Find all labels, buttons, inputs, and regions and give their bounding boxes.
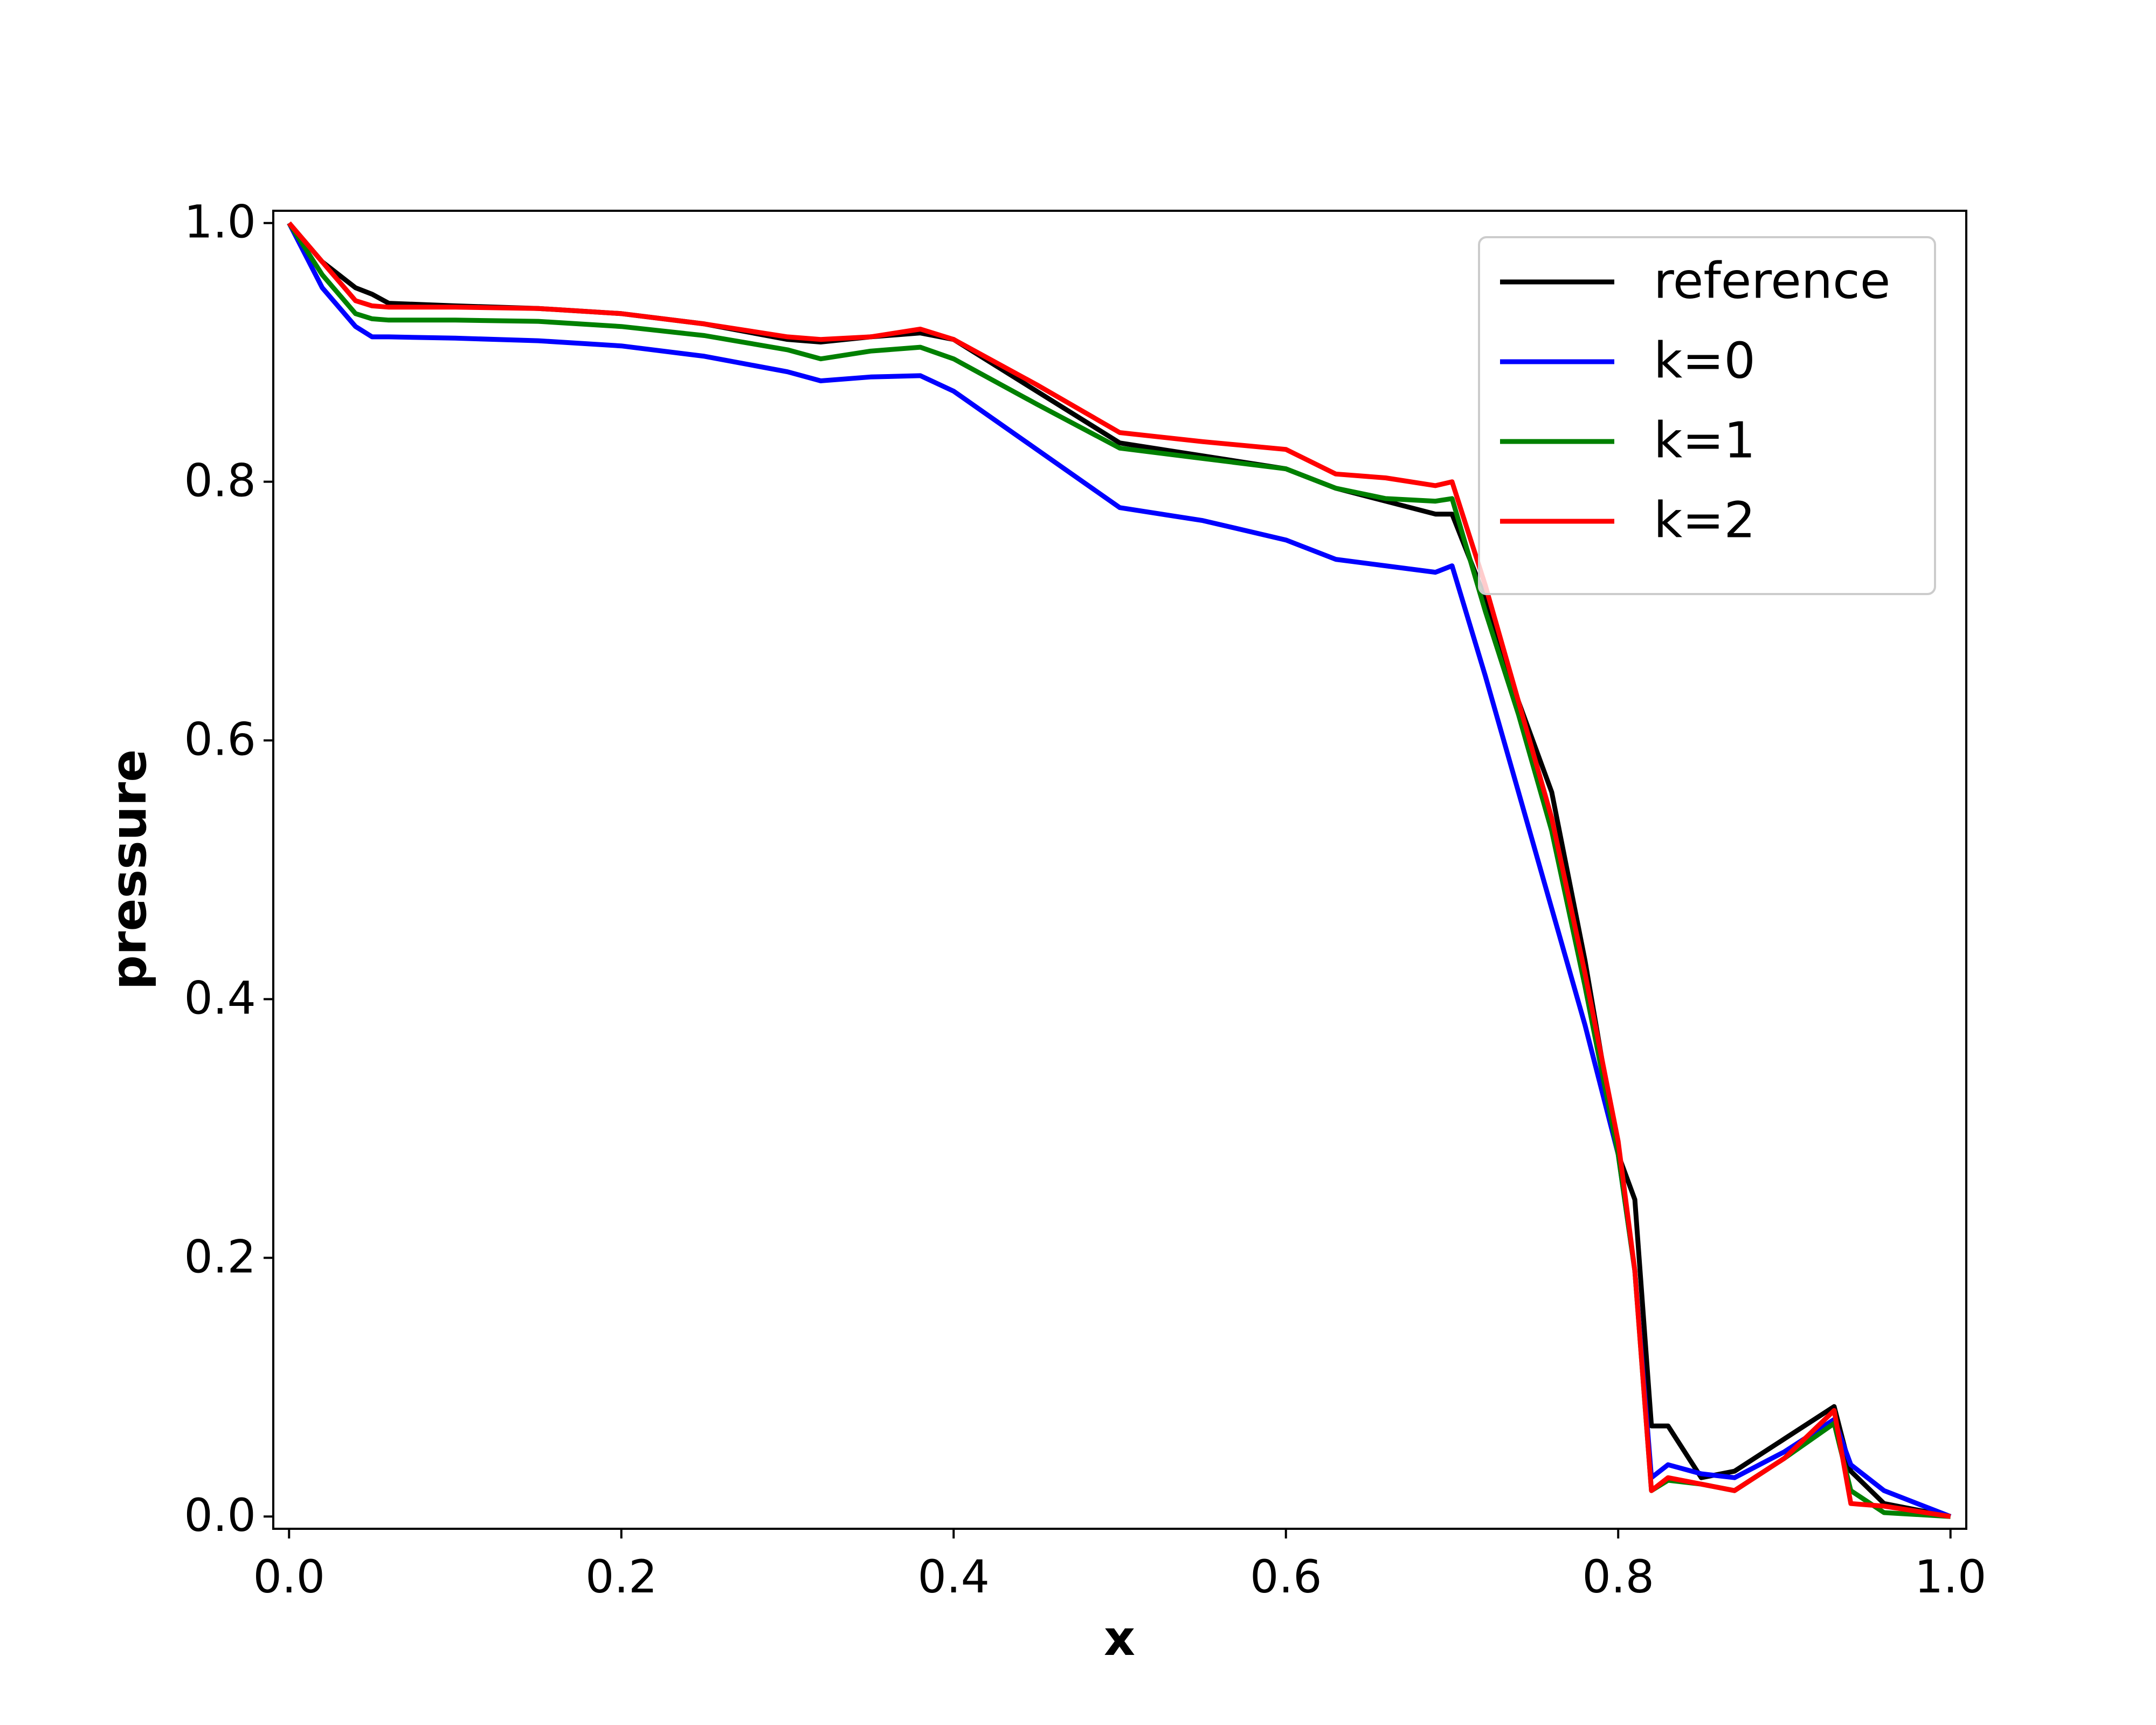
x-tick-label: 0.8 [1582,1550,1654,1603]
legend-box [1478,236,1936,595]
x-tick-label: 1.0 [1915,1550,1987,1603]
x-tick-label: 0.6 [1250,1550,1322,1603]
x-tick-label: 0.2 [585,1550,658,1603]
legend-label: k=1 [1654,411,1756,469]
x-tick-label: 0.4 [917,1550,990,1603]
x-tick-label: 0.0 [253,1550,325,1603]
legend-label: k=0 [1654,332,1756,389]
series-line [287,222,1952,1519]
y-tick-label: 0.2 [184,1230,256,1283]
legend-label: k=2 [1654,491,1756,549]
y-tick-label: 0.4 [184,971,256,1024]
series-line [287,221,1951,1519]
y-axis-label: pressure [101,749,157,990]
y-tick-label: 0.0 [184,1489,256,1542]
plot-frame [272,210,1967,1530]
legend-label: reference [1654,252,1890,309]
x-axis-label: x [1104,1610,1135,1667]
y-tick-label: 0.6 [184,713,256,765]
y-tick-label: 0.8 [184,454,256,507]
y-tick-label: 1.0 [184,196,256,249]
